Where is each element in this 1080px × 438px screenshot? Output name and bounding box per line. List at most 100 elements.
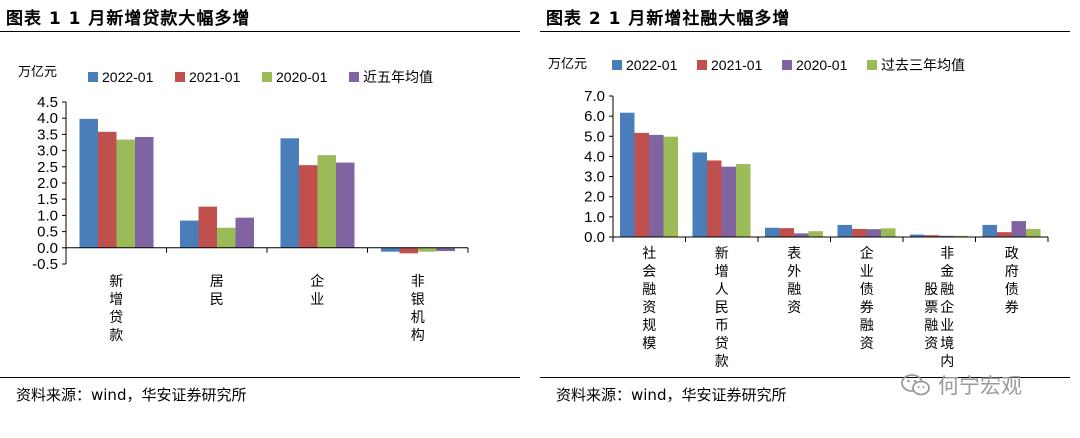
- bar: [852, 228, 867, 237]
- y-tick-label: 1.5: [37, 191, 58, 208]
- social-financing-bar-chart: 万亿元 2022-01 2021-01 2020-01 过去三年均值 7.0 6.0 5.0 4…: [548, 56, 1049, 369]
- bar: [1011, 221, 1026, 237]
- y-tick-label: 2.0: [584, 189, 605, 206]
- x-tick-label: 企业: [310, 273, 324, 307]
- y-axis-label: 万亿元: [18, 64, 57, 79]
- y-tick-label: -0.5: [32, 256, 58, 273]
- legend-swatch: [262, 72, 272, 82]
- bar: [381, 247, 400, 252]
- legend-label: 过去三年均值: [881, 57, 965, 73]
- bar: [620, 112, 635, 237]
- chart-title: 图表 2 1 月新增社融大幅多增: [546, 9, 791, 29]
- bar: [280, 138, 299, 248]
- x-tick-label: 非银机构: [411, 273, 425, 343]
- bar: [808, 231, 823, 237]
- bar: [180, 220, 199, 248]
- legend-label: 2021-01: [189, 69, 241, 85]
- bar: [649, 134, 664, 237]
- title-divider: [540, 31, 1070, 32]
- bar: [399, 247, 418, 254]
- y-tick-label: 7.0: [584, 88, 605, 105]
- legend-swatch: [782, 60, 792, 70]
- legend-label: 2022-01: [626, 57, 678, 73]
- bar: [765, 227, 780, 237]
- wechat-icon: [901, 374, 930, 396]
- bar: [235, 217, 254, 248]
- y-tick-label: 3.0: [584, 169, 605, 186]
- x-tick-label: 企业债券融资: [860, 245, 874, 351]
- legend-swatch: [88, 72, 98, 82]
- bar: [779, 228, 794, 237]
- watermark: 何宁宏观: [900, 370, 1022, 400]
- legend-swatch: [867, 60, 877, 70]
- legend-swatch: [612, 60, 622, 70]
- legend-label: 2020-01: [796, 57, 848, 73]
- legend-swatch: [697, 60, 707, 70]
- x-tick-label: 表外融资: [787, 245, 801, 315]
- bar: [79, 118, 98, 248]
- x-tick-label: 非金融企业境内股票融资: [924, 245, 954, 369]
- chart-title: 图表 1 1 月新增贷款大幅多增: [6, 9, 251, 29]
- y-tick-label: 1.0: [584, 209, 605, 226]
- bar: [982, 224, 997, 237]
- bar: [837, 224, 852, 237]
- bar: [634, 132, 649, 237]
- y-tick-label: 0.5: [37, 224, 58, 241]
- source-note: 资料来源：wind，华安证券研究所: [556, 386, 787, 404]
- panel-social-financing: 图表 2 1 月新增社融大幅多增 万亿元 2022-01 2021-01 2020-0…: [540, 0, 1080, 438]
- bar: [217, 227, 236, 248]
- new-loans-bar-chart: 万亿元 2022-01 2021-01 2020-01 近五年均值 4.54.03.53.…: [18, 64, 469, 343]
- source-divider: [0, 377, 520, 378]
- bar: [1026, 228, 1041, 237]
- y-tick-label: 6.0: [584, 108, 605, 125]
- bar: [135, 136, 154, 248]
- title-divider: [0, 31, 520, 32]
- y-tick-label: 0.0: [584, 229, 605, 246]
- bar: [436, 247, 455, 252]
- y-tick-label: 1.0: [37, 207, 58, 224]
- y-tick-label: 4.0: [37, 110, 58, 127]
- x-tick-label: 居民: [210, 273, 224, 307]
- legend-label: 近五年均值: [363, 69, 433, 85]
- legend-label: 2021-01: [711, 57, 763, 73]
- x-tick-label: 政府债券: [1005, 245, 1019, 315]
- y-tick-label: 3.5: [37, 126, 58, 143]
- bar: [707, 160, 722, 237]
- y-tick-label: 2.5: [37, 159, 58, 176]
- x-tick-label: 新增人民币贷款: [715, 245, 729, 369]
- bar: [997, 232, 1012, 237]
- source-divider: [540, 377, 1070, 378]
- bar: [794, 233, 809, 237]
- watermark-text: 何宁宏观: [938, 374, 1022, 398]
- y-tick-label: 4.0: [584, 148, 605, 165]
- y-tick-label: 3.0: [37, 143, 58, 160]
- source-note: 资料来源：wind，华安证券研究所: [16, 386, 247, 404]
- bar: [98, 131, 117, 248]
- bar: [317, 155, 336, 248]
- legend-label: 2020-01: [276, 69, 328, 85]
- bar: [336, 162, 355, 248]
- bar: [736, 164, 751, 237]
- bar: [881, 228, 896, 237]
- panel-new-loans: 图表 1 1 月新增贷款大幅多增 万亿元 2022-01 2021-01 2020-0…: [0, 0, 530, 438]
- bar: [939, 235, 954, 237]
- bar: [692, 152, 707, 237]
- bar: [198, 206, 217, 248]
- legend-label: 2022-01: [102, 69, 154, 85]
- bar: [953, 235, 968, 237]
- bar: [299, 165, 318, 248]
- y-axis-label: 万亿元: [548, 56, 587, 71]
- bar: [924, 235, 939, 237]
- bar: [663, 136, 678, 237]
- y-tick-label: 2.0: [37, 175, 58, 192]
- bar: [721, 166, 736, 237]
- y-tick-label: 5.0: [584, 128, 605, 145]
- x-tick-label: 新增贷款: [109, 273, 123, 343]
- bar: [910, 234, 925, 237]
- bar: [116, 139, 135, 248]
- legend-swatch: [349, 72, 359, 82]
- x-tick-label: 社会融资规模: [642, 245, 656, 351]
- y-tick-label: 4.5: [37, 94, 58, 111]
- y-tick-label: 0.0: [37, 240, 58, 257]
- bar: [866, 229, 881, 237]
